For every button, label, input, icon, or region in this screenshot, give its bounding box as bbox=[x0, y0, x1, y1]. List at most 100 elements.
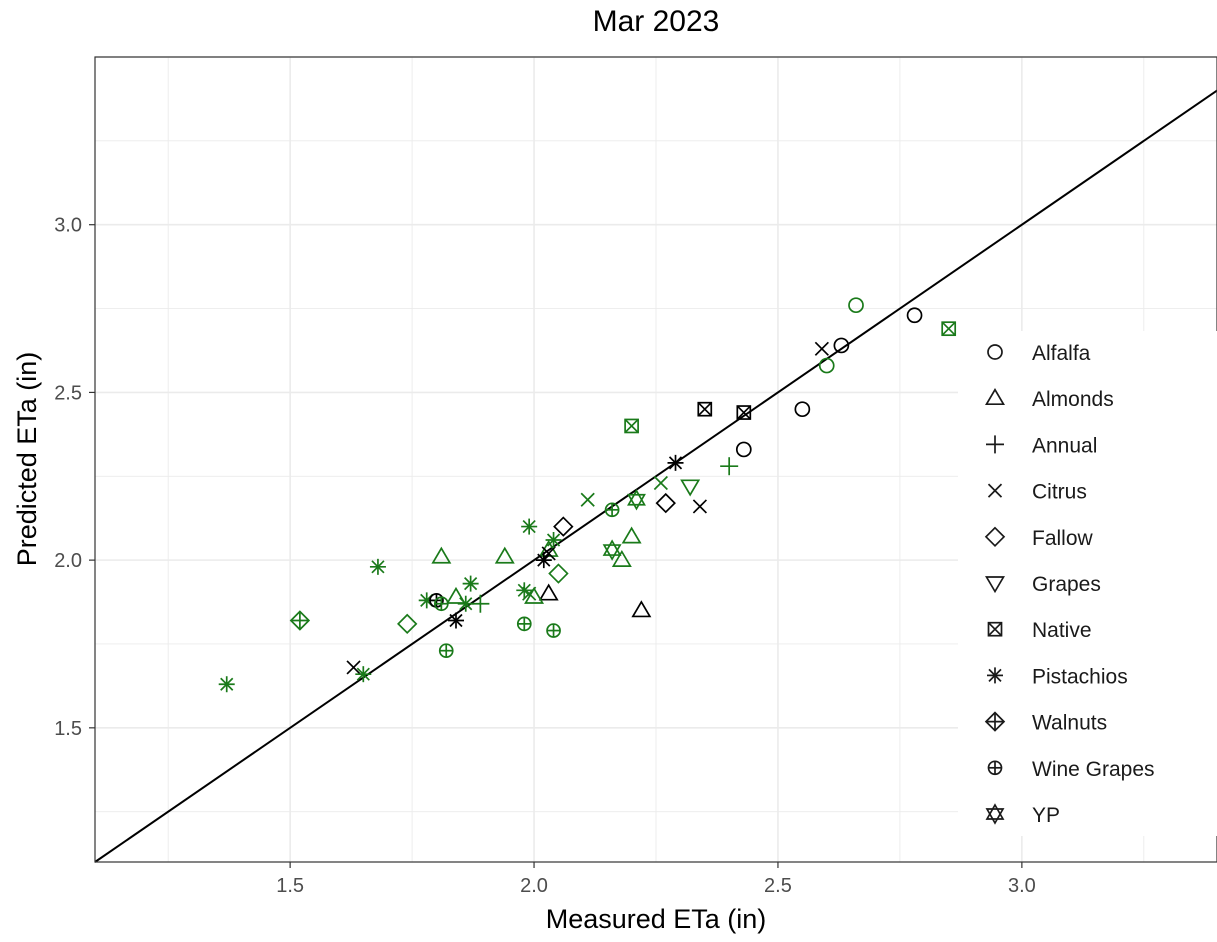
legend-item: Annual bbox=[986, 434, 1097, 457]
legend-label: Almonds bbox=[1032, 388, 1114, 411]
series-grapes bbox=[680, 479, 701, 497]
y-tick-label: 2.0 bbox=[54, 550, 82, 572]
x-axis-title: Measured ETa (in) bbox=[546, 904, 767, 934]
legend-label: Native bbox=[1032, 619, 1092, 642]
data-point bbox=[516, 616, 532, 632]
x-tick-label: 2.0 bbox=[520, 875, 548, 897]
data-point bbox=[546, 623, 561, 638]
data-points bbox=[218, 297, 957, 693]
legend-key bbox=[985, 576, 1005, 594]
legend-label: Walnuts bbox=[1032, 712, 1107, 735]
series-fallow bbox=[397, 492, 676, 635]
data-point bbox=[553, 516, 574, 537]
data-point bbox=[814, 341, 829, 356]
legend-label: Citrus bbox=[1032, 481, 1087, 504]
legend-key bbox=[987, 667, 1003, 684]
legend-item: YP bbox=[985, 803, 1060, 827]
series-native bbox=[624, 321, 957, 434]
data-point bbox=[680, 479, 701, 497]
data-point bbox=[736, 405, 752, 420]
data-point bbox=[446, 586, 466, 604]
y-tick-label: 1.5 bbox=[54, 718, 82, 740]
legend-key bbox=[986, 435, 1004, 454]
legend-key bbox=[987, 483, 1003, 498]
legend-key bbox=[987, 621, 1003, 637]
legend-item: Alfalfa bbox=[987, 342, 1091, 365]
legend-key bbox=[985, 803, 1005, 825]
data-point bbox=[545, 532, 562, 548]
data-point bbox=[906, 307, 923, 324]
legend-item: Pistachios bbox=[987, 665, 1128, 688]
legend-label: Alfalfa bbox=[1032, 342, 1091, 365]
data-point bbox=[471, 594, 490, 613]
legend-key bbox=[987, 760, 1003, 776]
series-yp bbox=[602, 489, 646, 561]
chart-title: Mar 2023 bbox=[593, 5, 720, 38]
axis-ticks: 1.5 2.0 2.5 3.0 1.5 2.0 2.5 3.0 bbox=[54, 215, 1036, 897]
data-point bbox=[548, 563, 569, 584]
legend-key bbox=[985, 388, 1005, 406]
data-point bbox=[941, 321, 957, 337]
legend-label: YP bbox=[1032, 804, 1060, 827]
data-point bbox=[494, 546, 515, 564]
data-point bbox=[818, 357, 835, 374]
data-point bbox=[848, 297, 864, 314]
data-point bbox=[462, 575, 479, 592]
data-point bbox=[794, 401, 811, 418]
data-point bbox=[621, 526, 642, 544]
data-point bbox=[521, 518, 538, 535]
data-point bbox=[655, 492, 676, 514]
data-point bbox=[355, 666, 372, 683]
data-point bbox=[692, 499, 708, 514]
series-pistachios bbox=[218, 454, 684, 693]
data-point bbox=[580, 492, 595, 507]
legend-item: Native bbox=[987, 619, 1092, 642]
data-point bbox=[833, 337, 850, 354]
y-tick-label: 3.0 bbox=[54, 215, 82, 237]
data-point bbox=[735, 441, 752, 458]
legend-key bbox=[984, 526, 1006, 548]
legend-key bbox=[987, 344, 1003, 360]
legend-label: Grapes bbox=[1032, 573, 1101, 596]
reference-line-layer bbox=[94, 89, 1217, 863]
data-point bbox=[397, 613, 418, 635]
data-point bbox=[447, 612, 464, 629]
legend: Alfalfa Almonds Annual Citrus Fallow Grapes Na… bbox=[958, 331, 1217, 836]
data-point bbox=[369, 558, 386, 575]
data-point bbox=[538, 583, 559, 601]
data-point bbox=[535, 552, 552, 569]
data-point bbox=[627, 489, 646, 511]
data-point bbox=[624, 418, 639, 434]
data-point bbox=[516, 582, 533, 599]
legend-label: Wine Grapes bbox=[1032, 758, 1155, 781]
data-point bbox=[653, 475, 668, 491]
data-point bbox=[289, 610, 311, 631]
data-point bbox=[431, 546, 452, 564]
legend-item: Grapes bbox=[985, 573, 1101, 596]
legend-item: Almonds bbox=[985, 388, 1114, 411]
legend-item: Fallow bbox=[984, 526, 1094, 550]
x-tick-label: 2.5 bbox=[764, 875, 792, 897]
legend-item: Citrus bbox=[987, 481, 1087, 504]
one-to-one-line bbox=[94, 89, 1217, 863]
legend-background bbox=[958, 331, 1217, 836]
data-point bbox=[457, 595, 474, 612]
data-point bbox=[346, 660, 361, 675]
series-annual bbox=[471, 457, 739, 613]
data-point bbox=[218, 676, 235, 693]
series-alfalfa bbox=[735, 297, 923, 458]
legend-label: Fallow bbox=[1032, 527, 1094, 550]
legend-key bbox=[984, 711, 1006, 732]
legend-label: Pistachios bbox=[1032, 665, 1128, 688]
legend-item: Walnuts bbox=[984, 711, 1107, 735]
y-axis-title: Predicted ETa (in) bbox=[12, 352, 42, 567]
data-point bbox=[667, 454, 684, 471]
data-point bbox=[611, 549, 632, 567]
data-point bbox=[697, 401, 713, 417]
data-point bbox=[720, 457, 739, 476]
legend-item: Wine Grapes bbox=[987, 758, 1155, 781]
series-walnuts bbox=[289, 610, 311, 631]
data-point bbox=[602, 539, 622, 561]
